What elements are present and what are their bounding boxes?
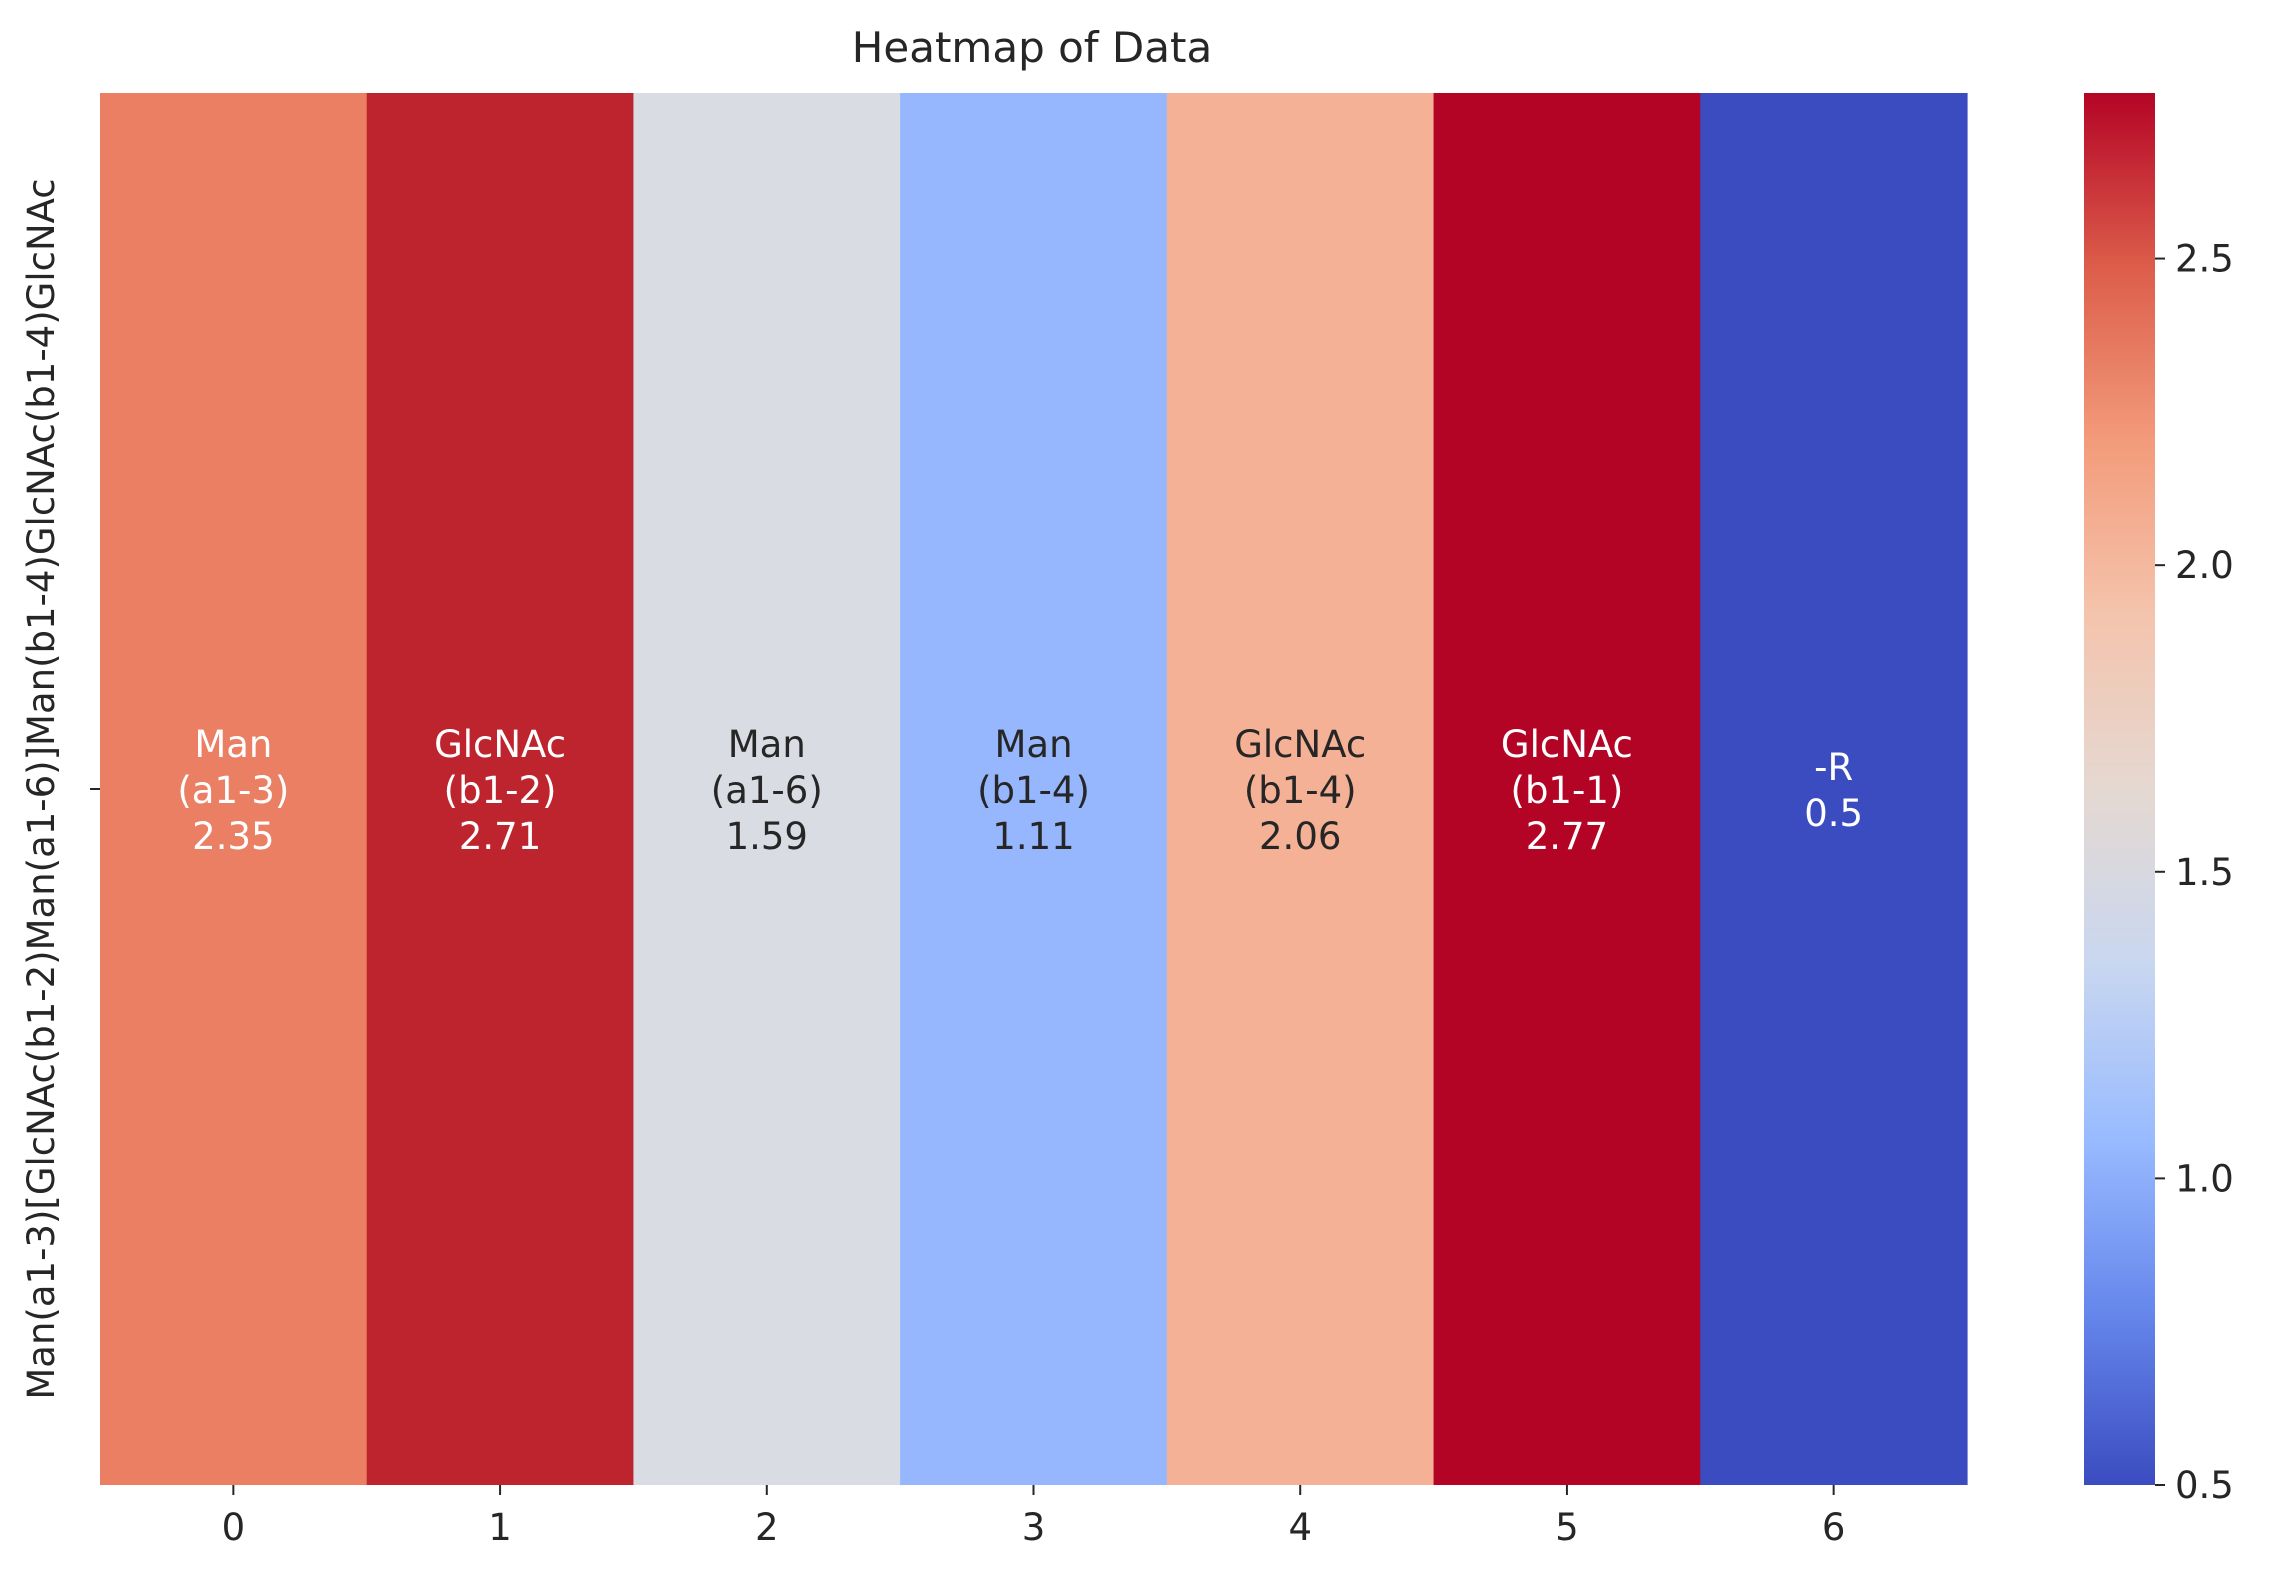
colorbar-tick-label-2: 1.5 bbox=[2175, 851, 2234, 894]
cell-label-5-line-2: 2.77 bbox=[1526, 815, 1608, 858]
cell-label-2-line-2: 1.59 bbox=[726, 815, 808, 858]
cell-label-2-line-1: (a1-6) bbox=[711, 769, 823, 812]
cell-label-1-line-0: GlcNAc bbox=[434, 723, 566, 766]
colorbar: 0.5 1.0 1.5 2.0 2.5 bbox=[2084, 93, 2234, 1507]
x-tick-label-2: 2 bbox=[755, 1506, 779, 1549]
x-axis: 0 1 2 3 4 5 6 bbox=[222, 1485, 1846, 1549]
colorbar-gradient bbox=[2084, 93, 2155, 1485]
x-tick-label-3: 3 bbox=[1022, 1506, 1046, 1549]
cell-label-6-line-1: 0.5 bbox=[1804, 792, 1863, 835]
cell-label-1-line-2: 2.71 bbox=[459, 815, 541, 858]
cell-label-0-line-1: (a1-3) bbox=[177, 769, 289, 812]
cell-label-4-line-1: (b1-4) bbox=[1244, 769, 1357, 812]
colorbar-tick-label-4: 2.5 bbox=[2175, 238, 2234, 281]
y-tick-label-0: Man(a1-3)[GlcNAc(b1-2)Man(a1-6)]Man(b1-4… bbox=[20, 178, 63, 1399]
cell-label-3-line-0: Man bbox=[994, 723, 1072, 766]
cell-label-3-line-2: 1.11 bbox=[992, 815, 1074, 858]
heatmap-cell-4 bbox=[1166, 93, 1435, 1485]
heatmap-cell-3 bbox=[900, 93, 1168, 1485]
heatmap-cell-1 bbox=[366, 93, 635, 1485]
y-axis: Man(a1-3)[GlcNAc(b1-2)Man(a1-6)]Man(b1-4… bbox=[20, 178, 100, 1400]
heatmap-cell-2 bbox=[633, 93, 901, 1485]
cell-label-6-line-0: -R bbox=[1814, 746, 1853, 789]
chart-title: Heatmap of Data bbox=[852, 23, 1212, 72]
x-tick-label-4: 4 bbox=[1288, 1506, 1312, 1549]
cell-label-4-line-0: GlcNAc bbox=[1234, 723, 1366, 766]
colorbar-tick-label-3: 2.0 bbox=[2175, 544, 2234, 587]
cell-label-5-line-0: GlcNAc bbox=[1501, 723, 1633, 766]
cell-label-3-line-1: (b1-4) bbox=[977, 769, 1090, 812]
cell-label-0-line-2: 2.35 bbox=[192, 815, 274, 858]
x-tick-label-1: 1 bbox=[488, 1506, 512, 1549]
heatmap-cells bbox=[100, 93, 1968, 1485]
heatmap-cell-6 bbox=[1700, 93, 1968, 1485]
cell-label-4-line-2: 2.06 bbox=[1259, 815, 1341, 858]
cell-label-1-line-1: (b1-2) bbox=[444, 769, 557, 812]
x-tick-label-6: 6 bbox=[1822, 1506, 1846, 1549]
colorbar-tick-label-1: 1.0 bbox=[2175, 1157, 2234, 1200]
cell-label-2-line-0: Man bbox=[728, 723, 806, 766]
heatmap-cell-5 bbox=[1433, 93, 1701, 1485]
heatmap-cell-0 bbox=[100, 93, 368, 1485]
x-tick-label-5: 5 bbox=[1555, 1506, 1579, 1549]
cell-labels: Man(a1-3)2.35GlcNAc(b1-2)2.71Man(a1-6)1.… bbox=[177, 723, 1863, 858]
x-tick-label-0: 0 bbox=[222, 1506, 246, 1549]
cell-label-5-line-1: (b1-1) bbox=[1511, 769, 1624, 812]
colorbar-tick-label-0: 0.5 bbox=[2175, 1464, 2234, 1507]
cell-label-0-line-0: Man bbox=[194, 723, 272, 766]
